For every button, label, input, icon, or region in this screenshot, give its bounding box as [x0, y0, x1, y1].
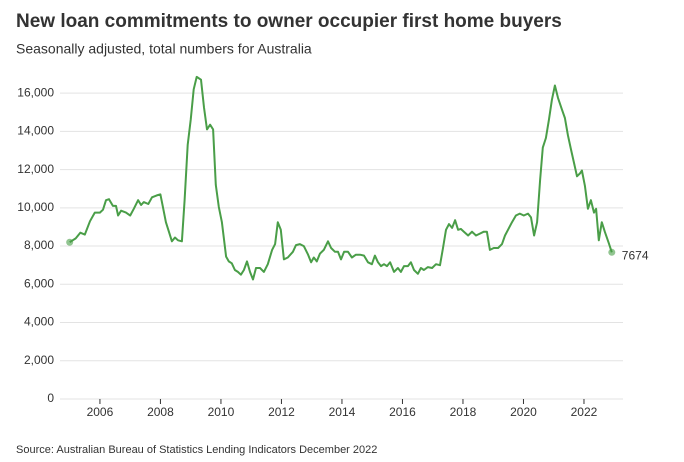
x-tick-label: 2008 — [147, 405, 174, 419]
data-line — [69, 75, 613, 281]
x-tick-label: 2006 — [87, 405, 114, 419]
x-tick-label: 2022 — [571, 405, 598, 419]
x-tick-label: 2014 — [329, 405, 356, 419]
x-tick-label: 2010 — [208, 405, 235, 419]
y-tick-label: 10,000 — [17, 200, 54, 214]
x-tick-label: 2018 — [450, 405, 477, 419]
y-tick-label: 16,000 — [17, 85, 54, 99]
chart-subtitle: Seasonally adjusted, total numbers for A… — [16, 41, 312, 57]
data-label: 7674 — [622, 248, 649, 262]
y-tick-label: 12,000 — [17, 162, 54, 176]
y-tick-label: 14,000 — [17, 124, 54, 138]
y-tick-label: 8,000 — [24, 238, 54, 252]
x-tick-label: 2020 — [510, 405, 537, 419]
x-tick-label: 2016 — [389, 405, 416, 419]
source-note: Source: Australian Bureau of Statistics … — [16, 444, 377, 456]
chart-title: New loan commitments to owner occupier f… — [16, 11, 562, 32]
end-point — [66, 238, 74, 246]
y-tick-label: 2,000 — [24, 353, 54, 367]
y-tick-label: 4,000 — [24, 315, 54, 329]
end-point — [608, 248, 616, 256]
x-tick-label: 2012 — [268, 405, 295, 419]
y-tick-label: 6,000 — [24, 276, 54, 290]
y-tick-label: 0 — [47, 391, 54, 405]
